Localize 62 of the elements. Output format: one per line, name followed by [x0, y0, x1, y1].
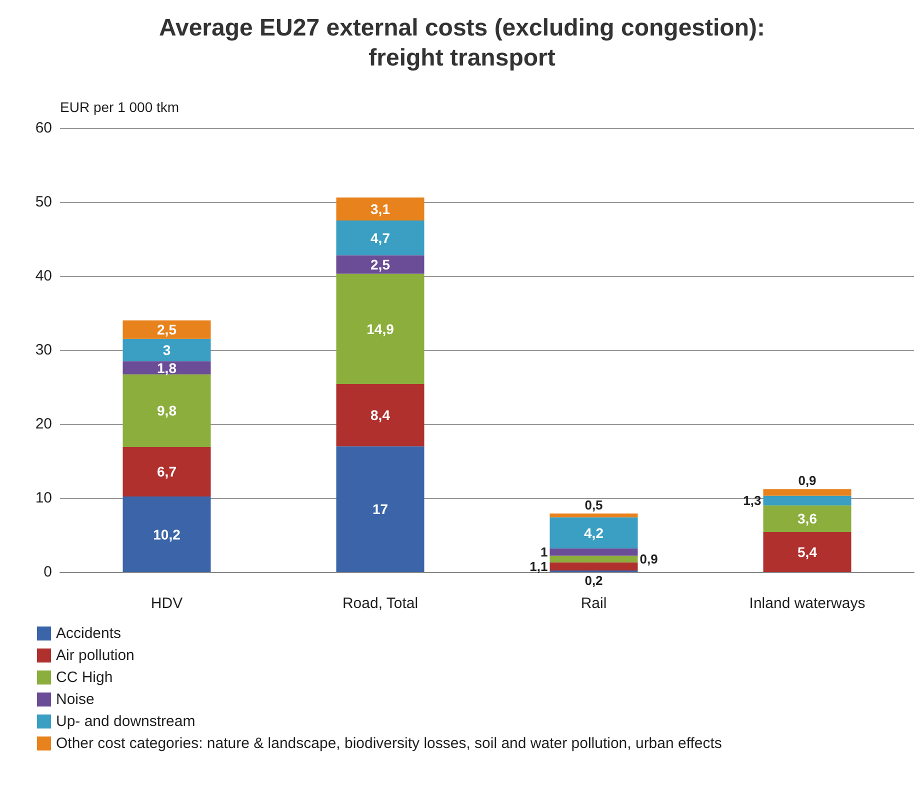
bar [763, 496, 852, 506]
legend-label: CC High [56, 669, 113, 686]
x-tick-label: Road, Total [342, 595, 418, 612]
bar [763, 532, 852, 572]
data-label: 1 [540, 544, 548, 560]
data-label: 17 [372, 501, 388, 518]
bar [550, 514, 638, 518]
x-tick-label: Inland waterways [749, 595, 866, 612]
bar [336, 255, 424, 274]
y-tick-label: 40 [35, 268, 52, 284]
data-label: 1,1 [530, 558, 548, 574]
y-tick-label: 0 [44, 564, 52, 580]
data-label: 0,9 [640, 552, 658, 567]
bar [122, 446, 211, 497]
bar [336, 384, 424, 446]
y-axis-title: EUR per 1 000 tkm [60, 99, 180, 115]
bar [122, 338, 211, 362]
data-label: 9,8 [157, 402, 177, 419]
data-label: 1,8 [157, 360, 177, 376]
data-label: 10,2 [153, 526, 181, 542]
legend-label: Noise [56, 691, 94, 708]
legend-label: Air pollution [56, 647, 134, 664]
bar [550, 556, 638, 562]
bar [336, 220, 424, 256]
data-label: 4,7 [370, 230, 390, 246]
y-tick-label: 60 [35, 120, 52, 136]
legend-label: Other cost categories: nature & landscape, biodiversity losses, soil and water pollution, urban effects [56, 735, 722, 752]
y-tick-label: 50 [35, 194, 52, 210]
data-label: 1,3 [743, 493, 762, 508]
legend-label: Accidents [56, 625, 122, 642]
x-tick-label: HDV [150, 595, 183, 612]
data-label: 0,9 [798, 473, 816, 488]
data-label: 3,6 [798, 510, 818, 527]
bar [336, 198, 424, 220]
x-tick-label: Rail [580, 595, 607, 612]
bar [550, 548, 638, 556]
data-label: 2,5 [370, 256, 390, 273]
bar [122, 374, 211, 447]
bar [763, 505, 852, 532]
bar [122, 496, 211, 572]
bar [763, 489, 852, 496]
data-label: 6,7 [157, 464, 177, 480]
data-label: 4,2 [584, 524, 604, 541]
data-label: 0,5 [584, 498, 603, 513]
data-label: 8,4 [370, 407, 390, 424]
bar [550, 562, 638, 571]
bar [336, 446, 424, 572]
data-label: 3,1 [370, 201, 390, 218]
bar [336, 274, 424, 384]
y-tick-label: 10 [35, 490, 52, 506]
bar [122, 320, 211, 339]
legend-label: Up- and downstream [56, 713, 196, 730]
bar [122, 361, 211, 374]
data-label: 3 [162, 342, 171, 358]
y-tick-label: 30 [35, 342, 52, 358]
data-label: 0,2 [584, 573, 603, 588]
bar [550, 517, 638, 548]
y-tick-label: 20 [35, 416, 52, 432]
chart-title: Average EU27 external costs (excluding congestion): freight transport [159, 14, 765, 72]
data-label: 14,9 [366, 320, 394, 337]
data-label: 2,5 [157, 322, 177, 338]
data-label: 5,4 [798, 544, 818, 560]
